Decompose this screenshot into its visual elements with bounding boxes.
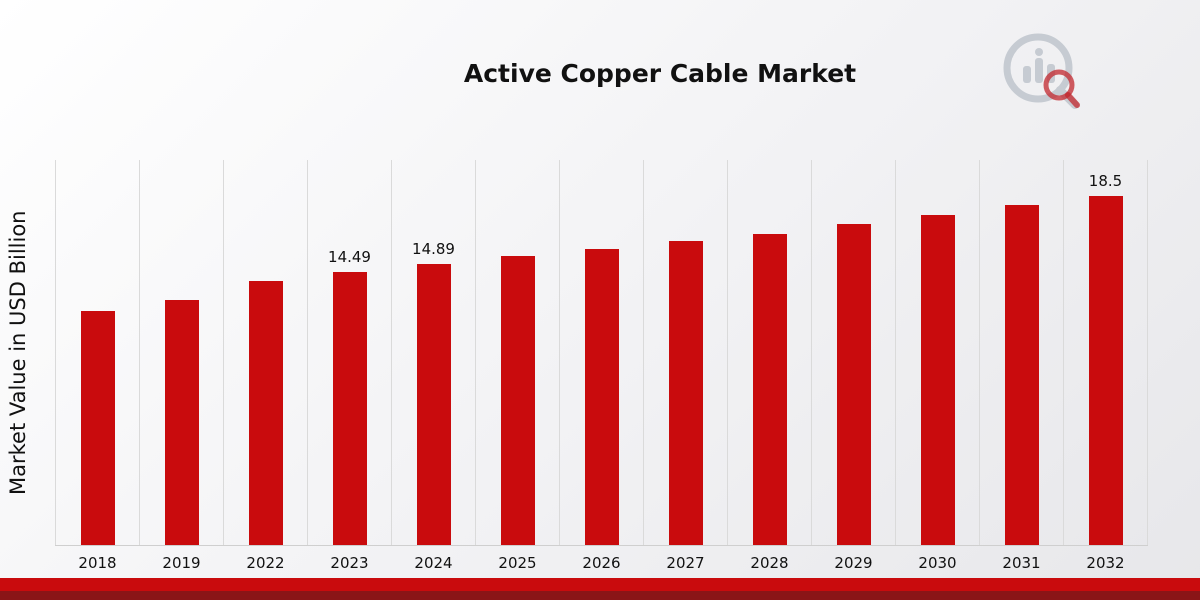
x-tick-2029: 2029	[834, 554, 873, 572]
x-tick-2026: 2026	[582, 554, 621, 572]
x-tick-2025: 2025	[498, 554, 537, 572]
bar-group-2027: 2027	[643, 160, 727, 572]
bar-2030	[920, 214, 955, 545]
data-label-2024: 14.89	[412, 240, 455, 258]
bar-2018	[80, 310, 115, 545]
x-tick-2023: 2023	[330, 554, 369, 572]
bar-group-2023: 14.49 2023	[307, 160, 391, 572]
bar-group-2018: 2018	[55, 160, 139, 572]
bar-2026	[584, 248, 619, 545]
bar-2028	[752, 233, 787, 545]
bar-group-2024: 14.89 2024	[391, 160, 475, 572]
bar-group-2026: 2026	[559, 160, 643, 572]
bar-2031	[1004, 205, 1039, 545]
bar-group-2019: 2019	[139, 160, 223, 572]
x-tick-2019: 2019	[162, 554, 201, 572]
magnifier-chart-icon	[1003, 33, 1080, 109]
bar-2027	[668, 241, 703, 545]
x-tick-2030: 2030	[918, 554, 957, 572]
x-tick-2028: 2028	[750, 554, 789, 572]
bar-2024	[416, 264, 451, 545]
plot-area: 2018 2019 2022 14.49 2023 14.89 2024 2025 2026 20…	[55, 160, 1148, 572]
footer-ribbon-bottom	[0, 591, 1200, 600]
footer-ribbon-top	[0, 578, 1200, 591]
x-tick-2024: 2024	[414, 554, 453, 572]
bar-2029	[836, 224, 871, 545]
bar-group-2032: 18.5 2032	[1063, 160, 1148, 572]
bar-2022	[248, 280, 283, 545]
brand-logo	[996, 28, 1092, 116]
data-label-2023: 14.49	[328, 247, 371, 266]
bar-2019	[164, 299, 199, 545]
x-tick-2027: 2027	[666, 554, 705, 572]
x-tick-2022: 2022	[246, 554, 285, 572]
bar-group-2028: 2028	[727, 160, 811, 572]
x-tick-2032: 2032	[1086, 554, 1125, 572]
x-tick-2031: 2031	[1002, 554, 1041, 572]
bar-group-2031: 2031	[979, 160, 1063, 572]
bar-2032	[1088, 195, 1123, 545]
data-label-2032: 18.5	[1088, 171, 1123, 190]
bar-2025	[500, 256, 535, 545]
chart-title: Active Copper Cable Market	[463, 58, 857, 88]
x-tick-2018: 2018	[78, 554, 117, 572]
y-axis-label: Market Value in USD Billion	[6, 210, 30, 495]
bar-group-2030: 2030	[895, 160, 979, 572]
bar-group-2022: 2022	[223, 160, 307, 572]
bar-group-2029: 2029	[811, 160, 895, 572]
bar-2023	[332, 271, 367, 545]
bar-group-2025: 2025	[475, 160, 559, 572]
